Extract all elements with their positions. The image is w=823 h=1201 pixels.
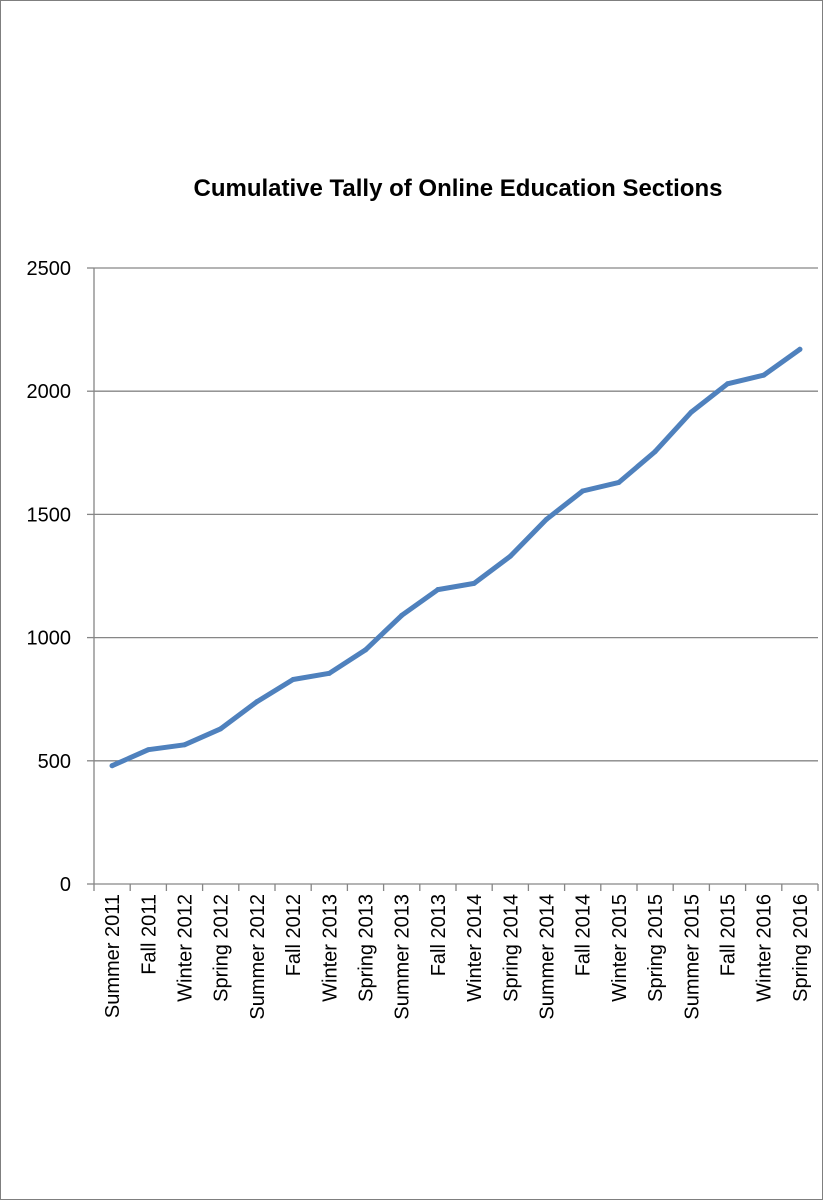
x-tick-label: Fall 2011 bbox=[138, 894, 160, 975]
data-point bbox=[399, 612, 405, 618]
x-tick-label: Spring 2016 bbox=[790, 894, 812, 1002]
y-tick-label: 2500 bbox=[27, 258, 72, 280]
data-point bbox=[182, 742, 187, 748]
data-point bbox=[109, 763, 115, 769]
x-tick-label: Winter 2013 bbox=[319, 894, 341, 1002]
x-tick-label: Spring 2012 bbox=[211, 894, 233, 1002]
data-point bbox=[435, 587, 441, 593]
y-axis-tick-labels: 0 500 1000 1500 2000 2500 bbox=[27, 258, 72, 896]
data-point bbox=[471, 580, 477, 586]
x-tick-label: Fall 2013 bbox=[428, 894, 450, 976]
data-point bbox=[725, 381, 730, 387]
x-tick-label: Summer 2013 bbox=[392, 894, 414, 1020]
y-tick-label: 1000 bbox=[27, 628, 72, 650]
data-point bbox=[218, 726, 224, 732]
data-point bbox=[580, 488, 586, 494]
x-tick-label: Summer 2015 bbox=[681, 894, 703, 1020]
series-layer bbox=[109, 346, 803, 769]
data-point bbox=[290, 676, 296, 682]
axes bbox=[87, 267, 819, 891]
x-tick-label: Fall 2015 bbox=[718, 894, 740, 976]
y-tick-label: 1500 bbox=[27, 504, 72, 526]
data-point bbox=[688, 409, 694, 415]
data-point bbox=[761, 372, 767, 378]
x-tick-label: Winter 2015 bbox=[609, 894, 631, 1002]
x-tick-label: Summer 2011 bbox=[102, 894, 124, 1018]
x-axis-tick-labels: Summer 2011 Fall 2011 Winter 2012 Spring 20… bbox=[102, 894, 812, 1020]
x-tick-label: Winter 2012 bbox=[175, 894, 197, 1002]
y-tick-label: 0 bbox=[60, 874, 71, 896]
data-point bbox=[507, 553, 513, 559]
x-tick-label: Spring 2014 bbox=[500, 894, 522, 1002]
x-tick-label: Winter 2014 bbox=[464, 894, 486, 1002]
y-tick-label: 2000 bbox=[27, 381, 72, 403]
data-point bbox=[544, 516, 549, 522]
x-tick-label: Summer 2012 bbox=[247, 894, 269, 1020]
y-tick-label: 500 bbox=[38, 751, 71, 773]
x-tick-label: Spring 2013 bbox=[356, 894, 378, 1002]
x-tick-label: Fall 2014 bbox=[573, 894, 595, 976]
data-point bbox=[616, 479, 622, 485]
gridlines bbox=[94, 267, 818, 762]
x-tick-label: Summer 2014 bbox=[537, 894, 559, 1020]
data-point bbox=[145, 747, 151, 753]
data-point bbox=[652, 449, 658, 455]
data-point bbox=[254, 699, 260, 705]
x-tick-label: Spring 2015 bbox=[645, 894, 667, 1002]
x-tick-label: Winter 2016 bbox=[754, 894, 776, 1002]
data-point bbox=[797, 346, 803, 352]
data-point bbox=[326, 670, 332, 676]
series-line bbox=[109, 346, 803, 769]
chart-title: Cumulative Tally of Online Education Sec… bbox=[194, 175, 723, 202]
data-point bbox=[363, 647, 368, 653]
x-tick-label: Fall 2012 bbox=[283, 894, 305, 976]
